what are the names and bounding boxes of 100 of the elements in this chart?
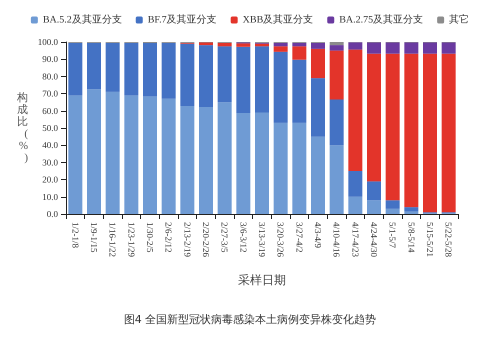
bar	[106, 42, 120, 92]
bar	[236, 113, 250, 214]
legend-label: BF.7及其亚分支	[148, 14, 217, 26]
bar	[404, 207, 418, 212]
x-tick-label: 1/9-1/15	[89, 222, 99, 253]
x-tick-label: 1/16-1/22	[108, 222, 118, 257]
bar	[255, 46, 269, 113]
text: 图4 全国新型冠状病毒感染本土病例变异株变化趋势	[124, 313, 376, 326]
bar	[274, 122, 288, 214]
y-tick-label: 100.0	[38, 37, 58, 47]
bar	[143, 96, 157, 214]
bar	[106, 92, 120, 214]
bar	[348, 171, 362, 197]
bar	[404, 54, 418, 208]
bar	[423, 42, 437, 54]
bar	[367, 42, 381, 54]
x-tick-label: 4/24-4/30	[369, 222, 379, 258]
bar	[87, 42, 101, 90]
bar	[274, 46, 288, 52]
x-tick-label: 2/27-3/5	[220, 222, 230, 253]
x-tick-label: 4/3-4/9	[313, 222, 323, 248]
bar	[367, 181, 381, 200]
y-tick-label: 60.0	[42, 106, 58, 116]
bar	[274, 42, 288, 46]
bar	[292, 60, 306, 123]
x-tick-label: 4/17-4/23	[350, 222, 360, 258]
bar	[423, 54, 437, 212]
legend-label: XBB及其亚分支	[242, 14, 314, 26]
bar	[180, 44, 194, 106]
legend-label: 其它	[449, 14, 470, 26]
legend-label: BA.2.75及其亚分支	[339, 14, 424, 26]
bar	[124, 95, 138, 214]
x-tick-label: 1/30-2/5	[145, 222, 155, 253]
bar	[404, 211, 418, 214]
y-tick-label: 70.0	[42, 88, 58, 99]
bar	[330, 145, 344, 214]
bar	[236, 43, 250, 47]
y-tick-label: 0.0	[46, 209, 58, 219]
bar	[199, 107, 213, 214]
y-tick-label: 20.0	[42, 174, 58, 185]
y-tick-label: 90.0	[42, 54, 58, 64]
x-tick-label: 2/13-2/19	[182, 222, 192, 258]
bar	[330, 42, 344, 46]
bar	[330, 45, 344, 51]
bar	[199, 42, 213, 46]
y-tick-label: 10.0	[42, 192, 58, 202]
bar	[311, 136, 325, 214]
x-tick-label: 3/6-3/12	[238, 222, 248, 252]
x-tick-label: 4/10-4/16	[332, 222, 342, 258]
bar	[68, 42, 82, 96]
x-tick-label: 5/22-5/28	[444, 222, 454, 258]
bar	[143, 43, 157, 96]
bar	[180, 106, 194, 214]
bar	[68, 95, 82, 214]
x-tick-label: 5/15-5/21	[425, 222, 435, 257]
y-axis-title: 构成比(%)	[16, 92, 28, 164]
x-tick-label: 2/6-2/12	[164, 222, 174, 252]
bar	[404, 42, 418, 54]
legend-label: BA.5.2及其亚分支	[42, 14, 122, 26]
bar	[386, 42, 400, 54]
bar	[162, 98, 176, 214]
y-tick-label: 40.0	[42, 140, 58, 150]
bar	[386, 54, 400, 200]
bar	[330, 99, 344, 146]
bar	[274, 52, 288, 123]
x-tick-label: 2/20-2/26	[201, 222, 211, 258]
bar	[311, 48, 325, 78]
bar	[311, 78, 325, 137]
bar	[367, 54, 381, 182]
bar	[218, 102, 232, 214]
x-tick-label: 1/2-1/8	[70, 222, 80, 248]
x-tick-label: 5/8-5/14	[406, 222, 416, 253]
bar	[348, 50, 362, 171]
bar	[330, 50, 344, 100]
bar	[162, 42, 176, 99]
bar	[386, 200, 400, 209]
bar	[386, 208, 400, 214]
bar	[442, 54, 456, 212]
bar	[348, 196, 362, 214]
x-tick-label: 3/13-3/19	[257, 222, 267, 258]
x-tick-label: 3/27-4/2	[294, 222, 304, 252]
bar	[367, 200, 381, 214]
bar	[255, 44, 269, 46]
bar	[236, 46, 250, 114]
y-tick-label: 50.0	[42, 123, 58, 133]
y-tick-label: 30.0	[42, 157, 58, 168]
bar	[442, 42, 456, 54]
bar	[292, 42, 306, 46]
bar	[124, 42, 138, 96]
x-tick-label: 3/20-3/26	[276, 222, 286, 258]
x-tick-label: 1/23-1/29	[126, 222, 136, 258]
bar	[292, 46, 306, 60]
bar	[348, 42, 362, 50]
bar	[292, 122, 306, 214]
x-tick-label: 5/1-5/7	[388, 222, 398, 248]
bar	[255, 112, 269, 214]
y-tick-label: 80.0	[42, 71, 58, 82]
bar	[87, 89, 101, 214]
bar	[218, 46, 232, 102]
bar	[218, 42, 232, 46]
